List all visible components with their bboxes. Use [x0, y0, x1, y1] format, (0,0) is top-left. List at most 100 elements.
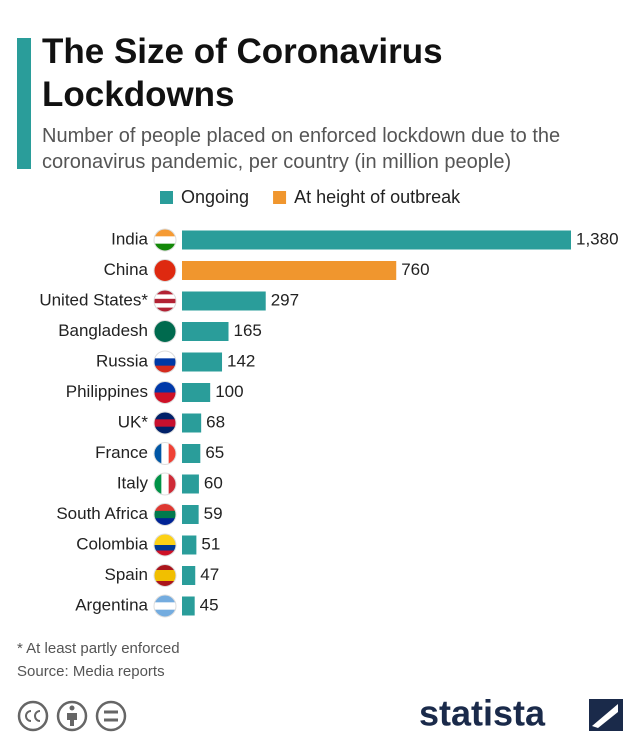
legend-label: At height of outbreak	[294, 187, 461, 207]
flag-rim	[153, 381, 177, 404]
category-label: China	[104, 260, 149, 279]
value-label: 760	[401, 260, 429, 279]
flag-stripe	[154, 442, 162, 465]
category-label: Argentina	[75, 595, 148, 614]
accent-bar	[17, 38, 31, 169]
flag-stripe	[154, 290, 176, 295]
flag-rim	[153, 259, 177, 282]
value-label: 51	[201, 534, 220, 553]
notes: * At least partly enforced Source: Media…	[17, 637, 180, 683]
legend-label: Ongoing	[181, 187, 249, 207]
footnote: * At least partly enforced	[17, 640, 180, 657]
flag-stripe	[154, 294, 176, 300]
flag-stripe	[154, 564, 176, 571]
flag-rim	[153, 564, 177, 587]
flag-stripe	[154, 510, 176, 519]
category-label: Spain	[105, 565, 148, 584]
flag-rim	[153, 503, 177, 526]
logo: statista	[419, 693, 546, 734]
flag-stripe	[154, 381, 176, 393]
flag-stripe	[154, 518, 176, 526]
flag	[154, 320, 176, 343]
flag	[154, 229, 176, 251]
flag-stripe	[154, 351, 176, 359]
bar	[182, 474, 199, 494]
category-label: UK*	[118, 412, 149, 431]
flag-stripe	[154, 303, 176, 309]
flag-stripe	[154, 298, 176, 304]
bar	[182, 566, 196, 585]
category-label: Russia	[96, 351, 149, 370]
flag-stripe	[154, 392, 176, 404]
flag-stripe	[154, 307, 176, 312]
flag-stripe	[154, 539, 176, 546]
bar	[182, 535, 197, 555]
flag-stripe	[154, 609, 176, 617]
chart-subtitle: Number of people placed on enforced lock…	[42, 125, 561, 173]
flag	[154, 442, 176, 465]
category-label: India	[111, 229, 148, 248]
flag-stripe	[154, 259, 176, 282]
category-label: Colombia	[76, 534, 148, 553]
flag-stripe	[154, 575, 176, 582]
flag-rim	[153, 411, 177, 435]
bar	[182, 352, 223, 372]
flag	[154, 351, 176, 373]
flag	[154, 290, 176, 312]
category-label: South Africa	[56, 504, 148, 523]
flag-stripe	[154, 426, 176, 434]
bar	[182, 261, 397, 280]
bar	[182, 322, 229, 341]
flag-rim	[153, 228, 177, 252]
flag-stripe	[154, 358, 176, 367]
value-label: 65	[205, 443, 224, 462]
flag	[154, 381, 176, 404]
bar	[182, 383, 211, 402]
flag-stripe	[154, 229, 176, 237]
flag-stripe	[154, 550, 176, 556]
flag	[154, 412, 176, 434]
category-label: United States*	[39, 290, 148, 309]
bar	[182, 230, 571, 250]
category-label: Philippines	[66, 382, 148, 401]
value-label: 68	[206, 412, 225, 431]
flag-stripe	[168, 442, 176, 465]
flag-rim	[153, 594, 177, 618]
flag-stripe	[154, 534, 176, 540]
flag-stripe	[154, 602, 176, 611]
flag-stripe	[154, 595, 176, 603]
flag-stripe	[161, 473, 170, 495]
flag	[154, 564, 176, 587]
source: Source: Media reports	[17, 663, 165, 680]
flag-stripe	[161, 442, 170, 465]
chart-title: The Size of Coronavirus Lockdowns	[42, 32, 443, 114]
flag-rim	[153, 320, 177, 343]
flag-rim	[153, 350, 177, 374]
flag	[154, 259, 176, 282]
flag-stripe	[154, 545, 176, 551]
flag-stripe	[154, 581, 176, 587]
value-label: 1,380	[576, 229, 619, 248]
flag-stripe	[154, 236, 176, 245]
value-label: 59	[204, 504, 223, 523]
flag	[154, 534, 176, 556]
flag-stripe	[154, 419, 176, 428]
flag-rim	[153, 533, 177, 557]
logo-mark	[589, 699, 623, 731]
value-label: 165	[234, 321, 262, 340]
bar	[182, 505, 199, 524]
value-label: 45	[200, 595, 219, 614]
value-label: 47	[200, 565, 219, 584]
value-label: 297	[271, 290, 299, 309]
category-label: Bangladesh	[58, 321, 148, 340]
flag-rim	[153, 442, 177, 465]
value-label: 142	[227, 351, 255, 370]
flag	[154, 595, 176, 617]
bar	[182, 444, 201, 463]
legend-swatch	[273, 191, 287, 204]
flag-stripe	[154, 473, 162, 495]
flag-stripe	[168, 473, 176, 495]
flag-stripe	[154, 320, 176, 343]
